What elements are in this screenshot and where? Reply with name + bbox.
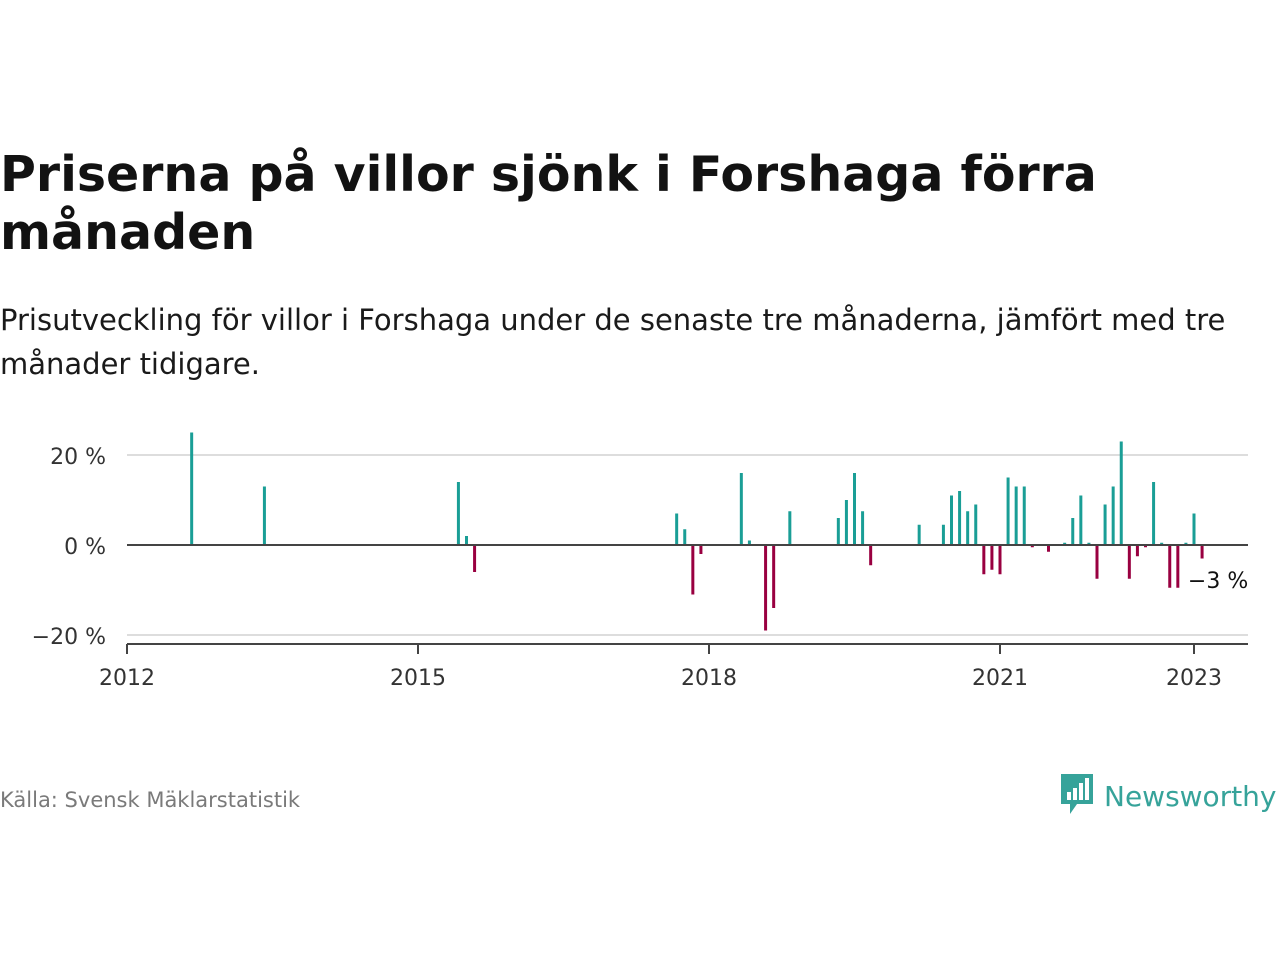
bar (998, 545, 1002, 575)
bar (1119, 441, 1123, 545)
bar (1103, 504, 1107, 545)
y-tick-label: −20 % (32, 625, 106, 650)
bar (1022, 486, 1026, 545)
bar (917, 524, 921, 545)
bar (739, 473, 743, 545)
bar (683, 529, 687, 545)
chart-subtitle: Prisutveckling för villor i Forshaga und… (0, 303, 1226, 381)
x-tick-label: 2012 (99, 666, 155, 691)
bar (1014, 486, 1018, 545)
bar (1168, 545, 1172, 588)
bar (853, 473, 856, 545)
bar (1087, 542, 1091, 545)
grid-layer (127, 454, 1248, 636)
bar (788, 511, 792, 545)
bar (869, 545, 873, 566)
x-tick-label: 2021 (972, 666, 1028, 691)
bar-layer (190, 432, 1204, 631)
bar (1071, 518, 1075, 545)
bar (1200, 545, 1204, 559)
bar (836, 518, 840, 545)
bar (1095, 545, 1099, 579)
axis-layer (126, 544, 1248, 654)
bar (772, 545, 776, 608)
y-tick-label: 0 % (64, 535, 106, 560)
bar (1047, 545, 1050, 552)
bar-chart: 20 % 0 % −20 % 2012 2015 2018 2021 2023 −3 % (32, 432, 1249, 691)
bar (1063, 542, 1067, 545)
bar (958, 491, 962, 545)
bar (1135, 545, 1139, 557)
bar (675, 513, 679, 545)
bar (1006, 477, 1010, 545)
bar (1184, 542, 1188, 545)
bar (262, 486, 266, 545)
value-annotation: −3 % (1188, 569, 1248, 594)
bar (966, 511, 970, 545)
bar (974, 504, 978, 545)
bar (747, 540, 751, 545)
bar (1152, 482, 1156, 545)
label-layer: 20 % 0 % −20 % 2012 2015 2018 2021 2023 −3 % (32, 445, 1249, 691)
bar (1079, 495, 1083, 545)
bar (764, 545, 768, 631)
bar (473, 545, 477, 572)
y-tick-label: 20 % (50, 445, 106, 470)
brand-logo[interactable]: Newsworthy (1058, 772, 1277, 820)
bar (1144, 545, 1147, 548)
bar (1176, 545, 1180, 588)
bar (982, 545, 986, 575)
x-tick-label: 2023 (1166, 666, 1222, 691)
bar (1111, 486, 1115, 545)
bar (465, 536, 468, 545)
bar (990, 545, 994, 570)
chart-title: Priserna på villor sjönk i Forshaga förr… (0, 146, 1097, 261)
bar (691, 545, 695, 595)
bar (1160, 542, 1164, 545)
bar (699, 545, 703, 554)
bar (861, 511, 865, 545)
bar (950, 495, 953, 545)
x-tick-label: 2015 (390, 666, 446, 691)
bar (844, 500, 848, 545)
bar (941, 524, 945, 545)
x-tick-label: 2018 (681, 666, 737, 691)
bar (1030, 545, 1034, 548)
newsworthy-logo-icon (1058, 772, 1096, 820)
source-text: Källa: Svensk Mäklarstatistik (0, 788, 301, 812)
brand-name: Newsworthy (1104, 779, 1277, 813)
bar (190, 432, 194, 545)
bar (456, 482, 460, 545)
bar (1127, 545, 1131, 579)
bar (1192, 513, 1196, 545)
